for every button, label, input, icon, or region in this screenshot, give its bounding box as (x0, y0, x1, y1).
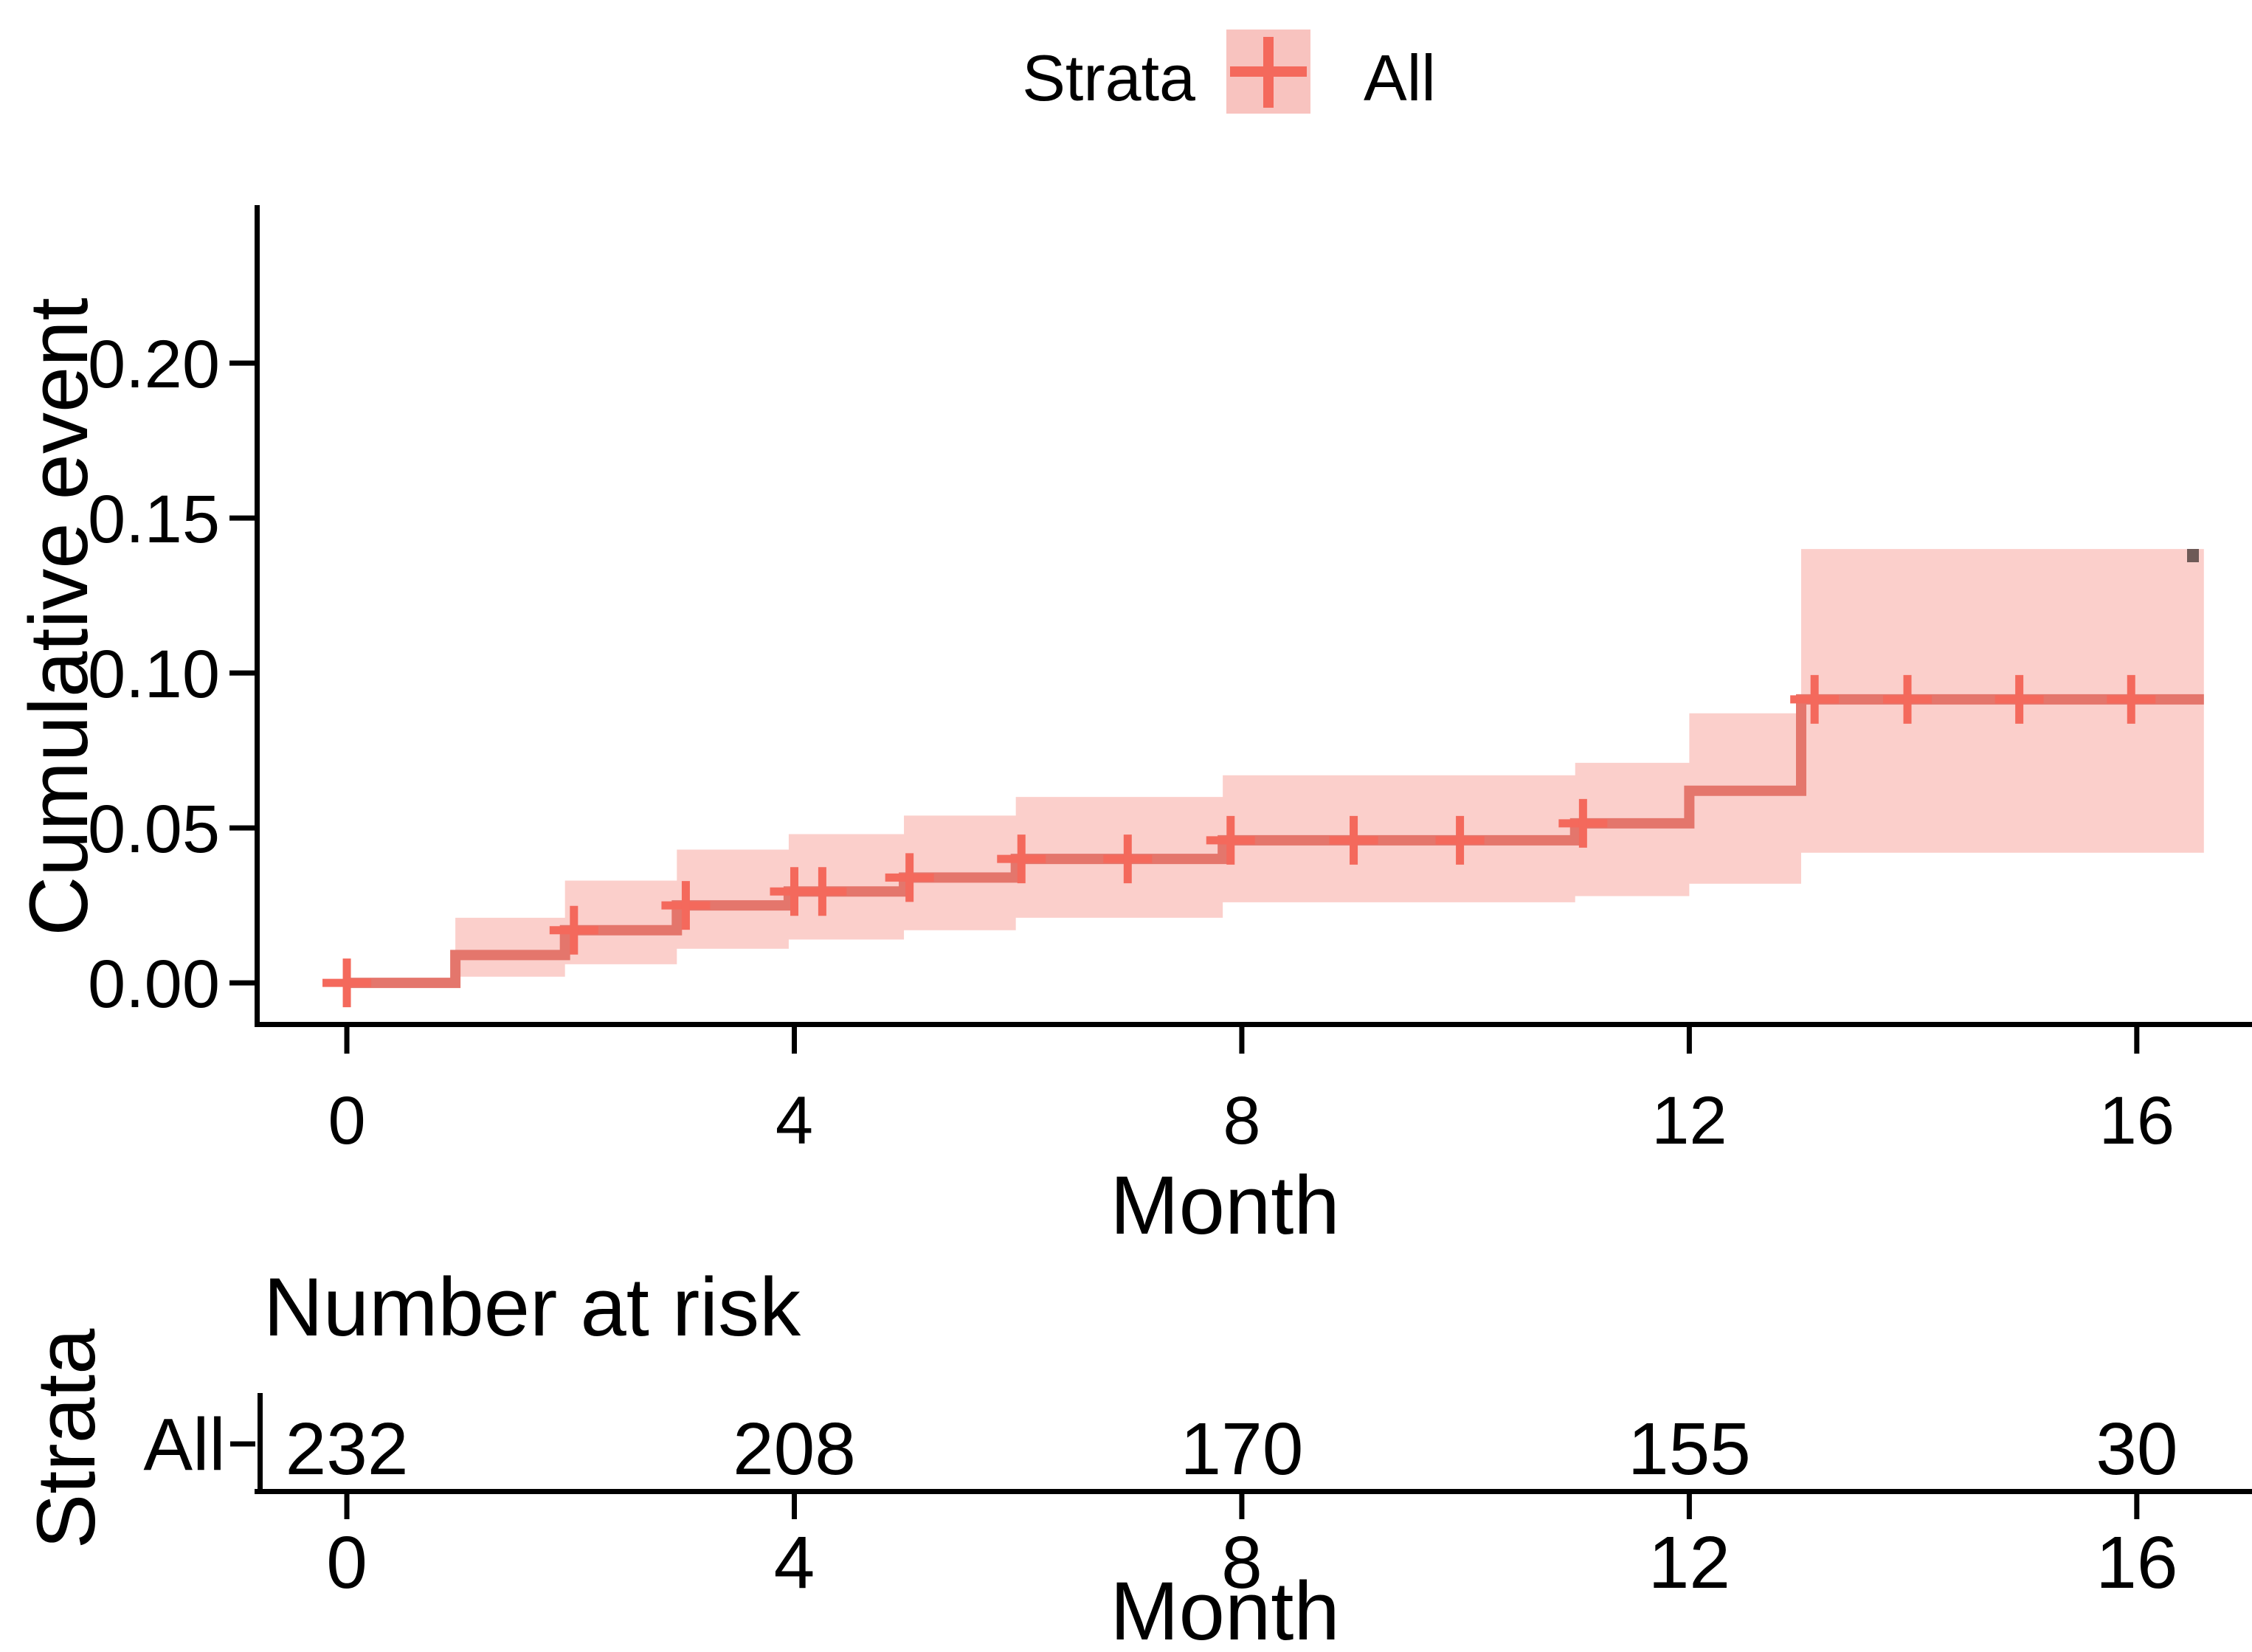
x-tick-label: 0 (328, 1083, 365, 1158)
risk-x-tick-label: 0 (326, 1521, 367, 1604)
censor-plus-icon (1206, 815, 1255, 865)
censor-marks-layer (322, 674, 2156, 1008)
ribbon-edge-mark (2187, 549, 2199, 562)
legend-item-label: All (1364, 41, 1436, 114)
risk-table-x-axis-title: Month (1110, 1565, 1339, 1652)
x-tick-label: 8 (1223, 1083, 1260, 1158)
risk-table-title: Number at risk (263, 1261, 801, 1353)
y-tick-label: 0.10 (88, 637, 220, 712)
censor-plus-icon (885, 853, 934, 902)
censor-plus-icon (322, 958, 372, 1008)
x-tick-label: 16 (2099, 1083, 2175, 1158)
censor-plus-icon (1558, 798, 1608, 848)
survival-step-curve (347, 694, 2204, 989)
censor-plus-icon (661, 881, 711, 930)
risk-value: 30 (2096, 1408, 2177, 1490)
censor-plus-icon (1435, 815, 1485, 865)
risk-value: 208 (733, 1408, 856, 1490)
censor-plus-icon (997, 834, 1046, 884)
risk-x-tick-label: 4 (774, 1521, 815, 1604)
censor-plus-icon (798, 867, 847, 916)
axes-layer (229, 205, 2252, 1519)
censor-plus-icon (1790, 674, 1840, 724)
censor-plus-icon (1329, 815, 1378, 865)
censor-plus-icon (1883, 674, 1932, 724)
risk-value: 232 (286, 1408, 409, 1490)
censor-plus-icon (1230, 37, 1307, 108)
y-axis-title: Cumulative event (13, 297, 105, 936)
censor-plus-icon (549, 905, 598, 955)
x-axis-title: Month (1110, 1159, 1339, 1251)
x-tick-label: 4 (776, 1083, 813, 1158)
y-tick-label: 0.20 (88, 327, 220, 402)
y-tick-label: 0.15 (88, 482, 220, 557)
risk-value: 170 (1181, 1408, 1304, 1490)
x-tick-label: 12 (1651, 1083, 1727, 1158)
tick-labels-layer: 0.00 0.05 0.10 0.15 0.20 0 4 8 12 16 232 0 208 4 170 8 1… (88, 327, 2178, 1604)
risk-table: Number at risk Strata All Month (20, 1261, 1340, 1652)
censor-plus-icon (1103, 834, 1153, 884)
risk-value: 155 (1628, 1408, 1751, 1490)
censor-plus-icon (2107, 674, 2156, 724)
y-tick-label: 0.00 (88, 947, 220, 1022)
risk-x-tick-label: 16 (2096, 1521, 2177, 1604)
confidence-ribbon (455, 549, 2204, 977)
risk-x-tick-label: 12 (1648, 1521, 1730, 1604)
risk-row-label: All (143, 1403, 225, 1486)
censor-plus-icon (1994, 674, 2044, 724)
legend-title: Strata (1022, 41, 1195, 114)
risk-x-tick-label: 8 (1221, 1521, 1263, 1604)
risk-table-strata-axis-title: Strata (20, 1328, 112, 1549)
legend: Strata All (1022, 30, 1436, 114)
step-curve-layer (347, 694, 2204, 989)
confidence-ribbon-layer (455, 549, 2204, 977)
y-tick-label: 0.05 (88, 792, 220, 867)
